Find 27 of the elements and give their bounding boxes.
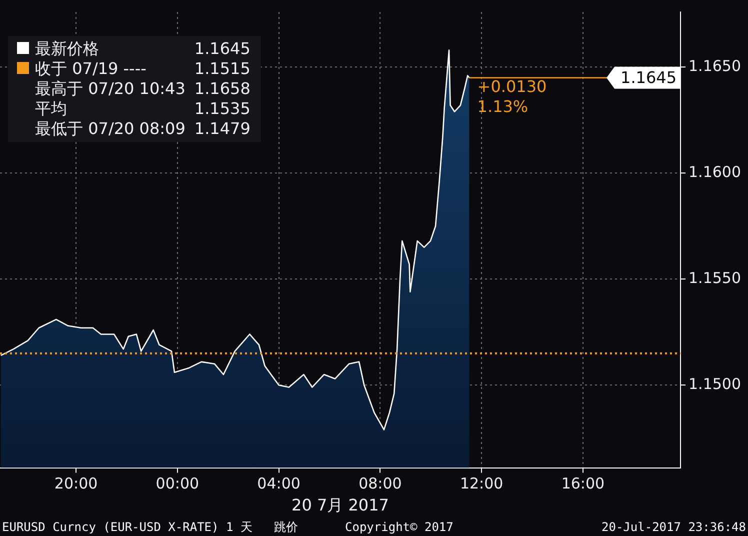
annotation: 最高于 07/20 10:43 bbox=[34, 79, 186, 99]
y-tick-label: 1.1550 bbox=[688, 269, 742, 288]
x-axis-title: 20 7月 2017 bbox=[292, 496, 389, 515]
annotation: 1.1645 bbox=[193, 39, 252, 59]
x-tick-label: 08:00 bbox=[358, 474, 402, 493]
x-tick-label: 00:00 bbox=[156, 474, 200, 493]
annotation: 1.1535 bbox=[193, 99, 252, 119]
annotation: 最低于 07/20 08:09 bbox=[34, 119, 186, 139]
annotation: 1.1515 bbox=[193, 59, 252, 79]
annotation: 1.13% bbox=[477, 96, 528, 116]
x-tick-label: 04:00 bbox=[257, 474, 300, 493]
annotation: +0.0130 bbox=[477, 76, 547, 96]
x-tick-label: 12:00 bbox=[460, 474, 504, 493]
annotation: 1.1658 bbox=[193, 79, 252, 99]
y-tick-label: 1.1500 bbox=[688, 375, 742, 394]
ref-line-label: 1.1645 bbox=[620, 68, 677, 87]
annotation: 平均 bbox=[34, 99, 68, 119]
x-tick-label: 20:00 bbox=[54, 474, 98, 493]
legend-label: 收于 07/19 ---- bbox=[34, 59, 148, 79]
text: Copyright© 2017 bbox=[345, 520, 454, 534]
legend-label: 最新价格 bbox=[34, 39, 100, 59]
annotation: 1.1479 bbox=[193, 119, 252, 139]
y-tick-label: 1.1600 bbox=[688, 163, 742, 182]
text: EURUSD Curncy (EUR-USD X-RATE) 1 天 跳价 bbox=[2, 520, 298, 534]
x-tick-label: 16:00 bbox=[561, 474, 605, 493]
y-tick-label: 1.1650 bbox=[688, 57, 742, 76]
text: 20-Jul-2017 23:36:48 bbox=[602, 520, 746, 534]
